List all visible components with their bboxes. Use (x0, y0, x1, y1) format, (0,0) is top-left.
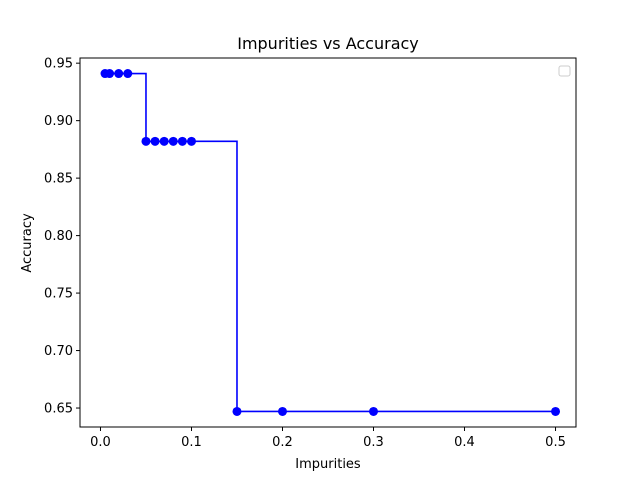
data-point (369, 406, 379, 416)
data-point (551, 406, 561, 416)
x-tick-label: 0.3 (363, 435, 384, 450)
y-tick-label: 0.70 (44, 344, 73, 359)
x-tick-label: 0.0 (90, 435, 111, 450)
data-point (141, 136, 151, 146)
x-axis-label: Impurities (295, 457, 361, 472)
chart-title: Impurities vs Accuracy (237, 34, 419, 53)
y-tick-label: 0.80 (44, 229, 73, 244)
axes-frame (79, 57, 577, 428)
y-tick-label: 0.95 (44, 57, 73, 72)
y-tick-label: 0.85 (44, 172, 73, 187)
data-point (177, 136, 187, 146)
data-point (232, 406, 242, 416)
data-point (277, 406, 287, 416)
y-tick-label: 0.90 (44, 114, 73, 129)
x-tick-label: 0.1 (181, 435, 202, 450)
data-point (186, 136, 196, 146)
y-tick-label: 0.65 (44, 402, 73, 417)
y-axis-label: Accuracy (20, 213, 35, 273)
series-step-line (105, 72, 556, 413)
data-point (105, 69, 115, 79)
data-point (114, 69, 124, 79)
x-tick-label: 0.2 (272, 435, 293, 450)
legend-box (558, 65, 571, 77)
x-tick-label: 0.5 (545, 435, 566, 450)
y-tick-label: 0.75 (44, 287, 73, 302)
data-point (159, 136, 169, 146)
data-point (150, 136, 160, 146)
x-tick-label: 0.4 (454, 435, 475, 450)
data-point (123, 69, 133, 79)
data-point (168, 136, 178, 146)
